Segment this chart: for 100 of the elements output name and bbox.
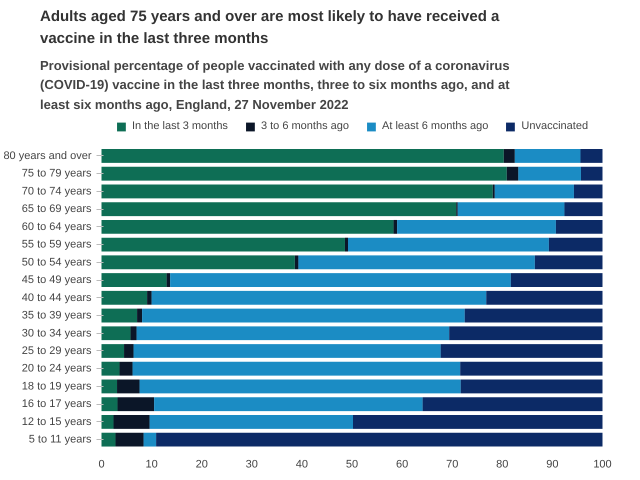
- bar: [134, 344, 441, 358]
- bar: [574, 184, 602, 198]
- bar: [486, 290, 602, 305]
- legend-label: 3 to 6 months ago: [260, 120, 349, 132]
- bar: [102, 344, 124, 358]
- bar: [506, 166, 518, 181]
- bar: [102, 238, 345, 252]
- x-tick-label: 30: [246, 458, 258, 470]
- y-tick-label: 40 to 44 years: [22, 292, 92, 304]
- x-tick-label: 20: [196, 458, 208, 470]
- bar: [116, 432, 144, 447]
- bar: [102, 184, 493, 198]
- x-tick-label: 60: [396, 458, 408, 470]
- x-tick-label: 100: [593, 458, 612, 470]
- bar: [102, 432, 116, 447]
- bar: [564, 202, 602, 216]
- bar: [580, 149, 602, 163]
- bar: [556, 220, 602, 234]
- bar: [102, 149, 504, 163]
- bar: [460, 362, 602, 376]
- bar: [118, 397, 154, 412]
- bar: [102, 273, 167, 287]
- bar: [120, 362, 133, 376]
- bar: [102, 202, 456, 216]
- bar: [464, 308, 602, 322]
- bar: [510, 273, 602, 287]
- bar: [152, 290, 486, 305]
- bar: [460, 380, 602, 394]
- bar: [142, 308, 465, 322]
- bar: [580, 166, 602, 181]
- y-tick-label: 80 years and over: [3, 150, 92, 162]
- x-tick-label: 90: [546, 458, 559, 470]
- y-tick-label: 70 to 74 years: [22, 185, 92, 198]
- x-tick-label: 80: [496, 458, 508, 470]
- bar: [102, 380, 118, 394]
- legend-label: Unvaccinated: [521, 120, 588, 132]
- bar: [137, 308, 142, 322]
- bar: [458, 202, 564, 216]
- y-tick-label: 60 to 64 years: [22, 220, 92, 233]
- bar: [102, 308, 138, 322]
- y-tick-label: 50 to 54 years: [22, 256, 92, 268]
- bar: [140, 380, 461, 394]
- legend-label: At least 6 months ago: [382, 120, 488, 132]
- bar: [102, 362, 120, 376]
- bar: [156, 432, 602, 447]
- bar: [348, 238, 549, 252]
- bar: [394, 220, 398, 234]
- bar: [130, 326, 137, 340]
- bar: [534, 255, 602, 270]
- y-tick-label: 16 to 17 years: [22, 398, 92, 410]
- bar: [494, 184, 574, 198]
- bar: [440, 344, 602, 358]
- bar: [166, 273, 170, 287]
- bar: [136, 326, 450, 340]
- bar: [504, 149, 515, 163]
- y-tick-label: 45 to 49 years: [22, 274, 92, 286]
- bar: [147, 290, 152, 305]
- legend-label: In the last 3 months: [132, 120, 228, 132]
- x-tick-label: 70: [446, 458, 458, 470]
- bar: [449, 326, 602, 340]
- bar: [298, 255, 535, 270]
- y-tick-label: 5 to 11 years: [28, 434, 92, 446]
- bar: [144, 432, 156, 447]
- bar: [102, 255, 295, 270]
- y-tick-label: 20 to 24 years: [22, 362, 92, 375]
- x-tick-label: 50: [346, 458, 358, 470]
- bar: [518, 166, 581, 181]
- bar: [102, 397, 118, 412]
- y-tick-label: 18 to 19 years: [22, 380, 92, 392]
- x-tick-label: 0: [98, 458, 105, 470]
- bar: [124, 344, 134, 358]
- bar: [102, 220, 394, 234]
- bar: [397, 220, 556, 234]
- bar: [150, 414, 353, 429]
- bar: [548, 238, 602, 252]
- bar: [154, 397, 423, 412]
- y-tick-label: 25 to 29 years: [22, 344, 92, 357]
- bar: [344, 238, 348, 252]
- y-tick-label: 35 to 39 years: [22, 310, 92, 322]
- bar: [102, 166, 507, 181]
- bar: [422, 397, 602, 412]
- chart-subtitle: Provisional percentage of people vaccinated with any dose of a coronavirus (COVID-19) vaccine in the last three months, three to six months ago, and at least six months ago, England, 27 November 2022: [40, 56, 511, 114]
- chart-title: Adults aged 75 years and over are most likely to have received a vaccine in the last three months: [40, 7, 500, 49]
- y-tick-label: 30 to 34 years: [22, 327, 92, 340]
- bar: [102, 326, 131, 340]
- y-tick-label: 55 to 59 years: [22, 238, 92, 251]
- x-tick-label: 40: [296, 458, 308, 470]
- y-tick-label: 75 to 79 years: [22, 168, 92, 180]
- bar: [514, 149, 580, 163]
- y-tick-label: 12 to 15 years: [22, 416, 92, 428]
- bar: [102, 290, 148, 305]
- bar: [114, 414, 150, 429]
- x-tick-label: 10: [145, 458, 158, 470]
- bar: [102, 414, 114, 429]
- bar: [294, 255, 298, 270]
- y-tick-label: 65 to 69 years: [22, 203, 92, 216]
- bar: [117, 380, 140, 394]
- bar: [132, 362, 460, 376]
- bar: [353, 414, 602, 429]
- bar: [170, 273, 511, 287]
